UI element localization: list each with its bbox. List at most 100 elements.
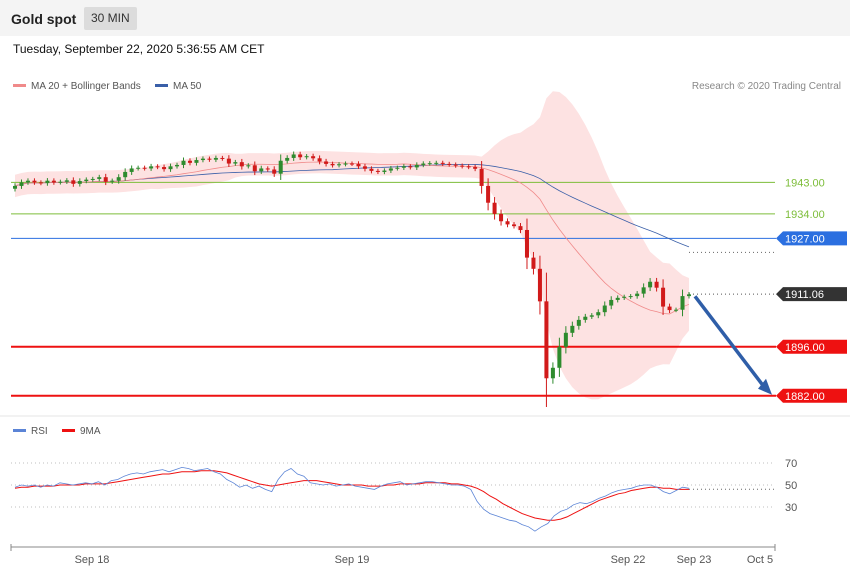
legend-ma20-label: MA 20 + Bollinger Bands xyxy=(31,81,141,92)
candle-body xyxy=(175,164,180,167)
level-tag-1896.00 xyxy=(776,339,847,354)
candle-body xyxy=(570,325,575,333)
rsi-tick-30: 30 xyxy=(785,502,797,514)
x-tick-sep-18: Sep 18 xyxy=(75,554,110,566)
level-tag-1911.06 xyxy=(776,287,847,302)
candle-body xyxy=(602,305,607,313)
candle-body xyxy=(518,226,523,230)
candle-body xyxy=(168,166,173,170)
timestamp: Tuesday, September 22, 2020 5:36:55 AM C… xyxy=(13,42,265,56)
candle-body xyxy=(58,181,63,183)
candle-body xyxy=(466,166,471,168)
ma9-swatch xyxy=(62,428,75,432)
candle-body xyxy=(505,221,510,225)
candle-body xyxy=(343,163,348,165)
candle-body xyxy=(544,301,549,379)
level-label-1934.00: 1934.00 xyxy=(785,209,825,221)
bollinger-band xyxy=(15,91,689,400)
candle-body xyxy=(550,367,555,379)
candle-body xyxy=(654,281,659,288)
forecast-arrowhead xyxy=(758,378,772,395)
header-bar: Gold spot 30 MIN xyxy=(0,0,850,36)
credit-text: Research © 2020 Trading Central xyxy=(691,81,841,92)
candle-body xyxy=(239,162,244,167)
candle-body xyxy=(499,213,504,222)
ma20-swatch xyxy=(13,83,26,87)
x-tick-oct-5: Oct 5 xyxy=(747,554,773,566)
candle-body xyxy=(162,167,167,170)
candle-body xyxy=(648,281,653,288)
x-tick-sep-19: Sep 19 xyxy=(335,554,370,566)
candle-body xyxy=(298,154,303,158)
candle-body xyxy=(90,178,95,180)
candle-body xyxy=(97,177,102,179)
candle-body xyxy=(19,182,24,186)
rsi-9ma-line xyxy=(14,470,689,521)
rsi-swatch xyxy=(13,428,26,432)
candle-body xyxy=(537,268,542,302)
candle-body xyxy=(136,167,141,169)
candle-body xyxy=(285,157,290,161)
candle-body xyxy=(369,168,374,171)
candle-body xyxy=(77,181,82,184)
candle-body xyxy=(583,316,588,320)
candle-body xyxy=(661,287,666,307)
candle-body xyxy=(259,168,264,172)
candle-body xyxy=(641,287,646,294)
candle-body xyxy=(479,168,484,186)
candle-body xyxy=(51,180,56,183)
ma50-swatch xyxy=(155,83,168,87)
candle-body xyxy=(38,182,43,184)
level-label-1927.00: 1927.00 xyxy=(785,233,825,245)
level-tag-1882.00 xyxy=(776,388,847,403)
candle-body xyxy=(356,163,361,167)
candle-body xyxy=(246,165,251,167)
candle-body xyxy=(421,163,426,165)
legend-rsi: RSI xyxy=(13,426,48,437)
candle-body xyxy=(388,168,393,171)
candle-body xyxy=(330,163,335,166)
candle-body xyxy=(226,158,231,164)
candle-body xyxy=(486,185,491,203)
level-tag-1927.00 xyxy=(776,231,847,246)
x-tick-sep-23: Sep 23 xyxy=(677,554,712,566)
candle-body xyxy=(362,166,367,169)
candle-body xyxy=(427,163,432,165)
candle-body xyxy=(408,166,413,168)
candle-body xyxy=(414,164,419,168)
candle-body xyxy=(440,162,445,164)
timeframe-button[interactable]: 30 MIN xyxy=(84,7,137,30)
candle-body xyxy=(25,180,30,183)
legend-ma50-label: MA 50 xyxy=(173,81,202,92)
candle-body xyxy=(337,164,342,166)
candle-body xyxy=(349,163,355,165)
legend-ma20: MA 20 + Bollinger Bands xyxy=(13,81,141,92)
candle-body xyxy=(123,171,128,178)
candle-body xyxy=(194,160,199,163)
rsi-tick-50: 50 xyxy=(785,480,797,492)
candle-body xyxy=(622,296,627,298)
symbol-title: Gold spot xyxy=(11,11,77,27)
candle-body xyxy=(453,164,458,166)
candle-body xyxy=(531,257,536,269)
candle-body xyxy=(116,177,121,181)
candle-body xyxy=(233,162,238,164)
candle-body xyxy=(291,154,296,158)
legend-9ma-label: 9MA xyxy=(80,426,101,437)
candle-body xyxy=(596,312,601,316)
legend-rsi-label: RSI xyxy=(31,426,48,437)
candle-body xyxy=(686,294,692,297)
candle-body xyxy=(615,297,620,300)
candle-body xyxy=(84,179,89,182)
candle-body xyxy=(103,177,108,182)
candle-body xyxy=(401,166,406,168)
candle-body xyxy=(317,158,322,162)
candle-body xyxy=(129,168,134,172)
candle-body xyxy=(460,165,465,167)
forecast-arrow xyxy=(693,295,766,388)
candle-body xyxy=(155,166,160,168)
candle-body xyxy=(524,229,529,258)
candle-body xyxy=(557,346,562,368)
candle-body xyxy=(64,180,69,182)
candle-body xyxy=(680,296,685,310)
